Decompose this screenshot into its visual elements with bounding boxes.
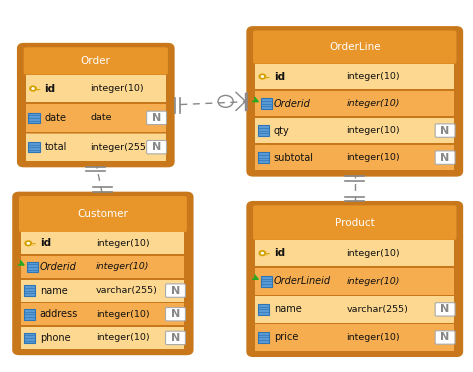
Text: date: date [90, 113, 112, 122]
Text: id: id [274, 248, 285, 258]
FancyBboxPatch shape [21, 232, 184, 254]
Circle shape [261, 252, 264, 254]
Circle shape [258, 250, 266, 256]
FancyBboxPatch shape [255, 324, 454, 351]
Text: total: total [44, 142, 67, 152]
FancyBboxPatch shape [258, 304, 269, 315]
Text: N: N [440, 126, 450, 135]
Text: integer(255): integer(255) [90, 143, 149, 152]
Circle shape [261, 75, 264, 78]
FancyBboxPatch shape [21, 327, 184, 349]
Text: Orderid: Orderid [40, 262, 77, 272]
FancyBboxPatch shape [435, 151, 455, 164]
FancyBboxPatch shape [26, 75, 166, 102]
Circle shape [29, 86, 37, 92]
Text: phone: phone [40, 333, 70, 343]
Text: N: N [440, 333, 450, 343]
Text: integer(10): integer(10) [96, 310, 150, 319]
FancyBboxPatch shape [435, 303, 455, 316]
FancyBboxPatch shape [18, 44, 174, 166]
FancyBboxPatch shape [21, 256, 184, 278]
FancyBboxPatch shape [255, 91, 454, 116]
FancyBboxPatch shape [166, 331, 185, 344]
FancyBboxPatch shape [24, 333, 35, 343]
FancyBboxPatch shape [21, 279, 184, 302]
Text: integer(10): integer(10) [347, 248, 400, 258]
Text: qty: qty [274, 126, 289, 135]
Text: N: N [440, 304, 450, 314]
Text: id: id [40, 238, 51, 248]
FancyBboxPatch shape [26, 262, 38, 272]
Text: Product: Product [335, 218, 375, 228]
Text: date: date [44, 113, 67, 123]
FancyBboxPatch shape [255, 118, 454, 143]
FancyBboxPatch shape [255, 296, 454, 323]
FancyBboxPatch shape [247, 27, 462, 176]
Text: OrderLine: OrderLine [329, 42, 381, 52]
Text: id: id [274, 71, 285, 81]
Text: integer(10): integer(10) [96, 333, 150, 342]
Text: N: N [171, 309, 180, 319]
FancyBboxPatch shape [258, 152, 269, 163]
FancyBboxPatch shape [28, 142, 40, 153]
FancyBboxPatch shape [255, 64, 454, 89]
Text: Order: Order [81, 56, 111, 66]
FancyBboxPatch shape [255, 145, 454, 170]
FancyBboxPatch shape [255, 240, 454, 266]
Text: N: N [171, 286, 180, 296]
Text: integer(10): integer(10) [96, 262, 149, 272]
Text: integer(10): integer(10) [96, 239, 150, 248]
Circle shape [31, 87, 35, 90]
Text: name: name [274, 304, 302, 314]
FancyBboxPatch shape [435, 331, 455, 344]
Circle shape [26, 242, 30, 245]
FancyBboxPatch shape [28, 113, 40, 123]
FancyBboxPatch shape [261, 98, 272, 109]
Text: N: N [152, 113, 161, 123]
Text: N: N [440, 153, 450, 163]
FancyBboxPatch shape [435, 124, 455, 137]
Text: varchar(255): varchar(255) [96, 286, 158, 295]
FancyBboxPatch shape [147, 141, 166, 154]
Text: price: price [274, 333, 298, 343]
Text: address: address [40, 309, 78, 319]
Text: integer(10): integer(10) [347, 99, 400, 108]
Text: integer(10): integer(10) [347, 126, 400, 135]
Text: N: N [152, 142, 161, 152]
FancyBboxPatch shape [258, 125, 269, 136]
FancyBboxPatch shape [258, 332, 269, 343]
FancyBboxPatch shape [261, 276, 272, 286]
FancyBboxPatch shape [253, 205, 456, 240]
FancyBboxPatch shape [166, 284, 185, 297]
Text: id: id [44, 84, 56, 93]
FancyBboxPatch shape [247, 202, 462, 356]
Text: integer(10): integer(10) [347, 277, 400, 286]
FancyBboxPatch shape [26, 133, 166, 161]
Circle shape [24, 240, 32, 246]
Text: N: N [171, 333, 180, 343]
Circle shape [258, 73, 266, 80]
FancyBboxPatch shape [253, 31, 456, 64]
FancyBboxPatch shape [13, 193, 193, 354]
FancyBboxPatch shape [21, 303, 184, 325]
FancyBboxPatch shape [24, 285, 35, 296]
FancyBboxPatch shape [24, 309, 35, 320]
Text: Customer: Customer [78, 209, 128, 219]
Text: integer(10): integer(10) [347, 333, 400, 342]
FancyBboxPatch shape [19, 196, 187, 232]
Text: OrderLineid: OrderLineid [274, 276, 331, 286]
FancyBboxPatch shape [166, 308, 185, 321]
Text: varchar(255): varchar(255) [347, 305, 409, 314]
FancyBboxPatch shape [147, 111, 166, 125]
Text: Orderid: Orderid [274, 99, 311, 109]
FancyBboxPatch shape [255, 268, 454, 295]
Text: integer(10): integer(10) [90, 84, 144, 93]
FancyBboxPatch shape [24, 47, 168, 75]
Text: subtotal: subtotal [274, 153, 314, 163]
Text: integer(10): integer(10) [347, 153, 400, 162]
Text: integer(10): integer(10) [347, 72, 400, 81]
FancyBboxPatch shape [26, 104, 166, 132]
Text: name: name [40, 286, 68, 296]
